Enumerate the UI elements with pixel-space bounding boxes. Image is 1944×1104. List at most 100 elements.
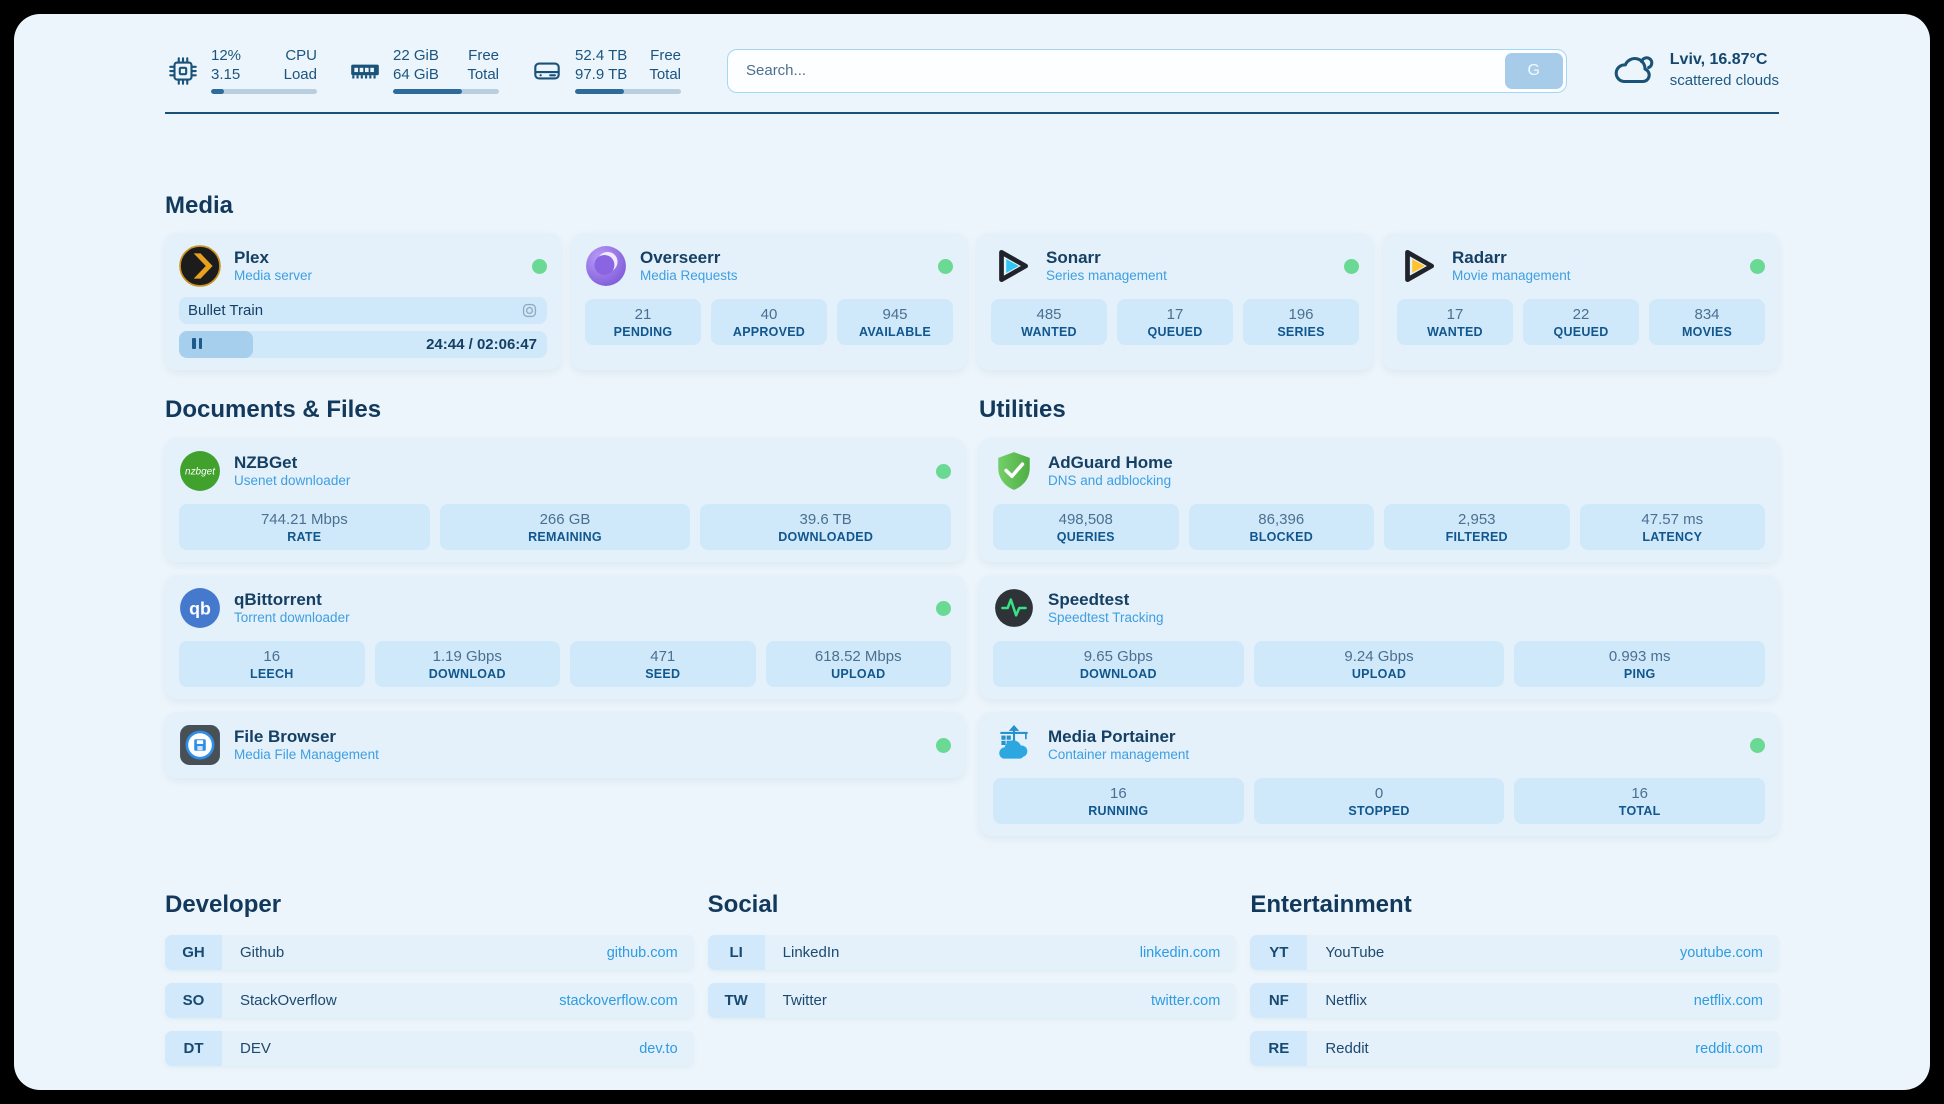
status-dot xyxy=(936,463,951,479)
link-youtube[interactable]: YT YouTube youtube.com xyxy=(1250,935,1779,970)
app-card-plex[interactable]: Plex Media server Bullet Train 24:44 / 0… xyxy=(165,233,561,370)
link-badge: LI xyxy=(707,935,765,970)
link-netflix[interactable]: NF Netflix netflix.com xyxy=(1250,983,1779,1018)
pause-icon xyxy=(192,336,205,354)
link-name: Github xyxy=(240,944,285,961)
now-playing-row: Bullet Train xyxy=(179,297,547,324)
stat-queries: 498,508 QUERIES xyxy=(993,504,1179,550)
disk-total-value: 97.9 TB xyxy=(575,65,628,83)
playback-elapsed-chip xyxy=(179,331,253,358)
cpu-widget: 12% 3.15 CPU Load xyxy=(165,47,317,95)
stat-leech: 16 LEECH xyxy=(179,641,365,687)
app-card-portainer[interactable]: Media Portainer Container management 16 … xyxy=(979,712,1779,836)
link-badge: DT xyxy=(165,1031,222,1066)
stat-upload: 618.52 Mbps UPLOAD xyxy=(765,641,951,687)
link-badge: RE xyxy=(1250,1031,1308,1066)
app-name: Media Portainer xyxy=(1048,726,1176,746)
section-title-entertainment: Entertainment xyxy=(1250,891,1412,918)
link-github[interactable]: GH Github github.com xyxy=(165,935,694,970)
ram-progressbar xyxy=(393,89,499,95)
app-subtitle: Media Requests xyxy=(640,268,738,284)
app-subtitle: DNS and adblocking xyxy=(1048,473,1172,489)
overseerr-icon xyxy=(585,245,627,287)
stat-running: 16 RUNNING xyxy=(993,778,1244,824)
status-dot xyxy=(936,600,951,616)
status-dot xyxy=(1750,258,1765,274)
disk-widget: 52.4 TB 97.9 TB Free Total xyxy=(529,47,681,95)
cpu-progress-fill xyxy=(211,89,224,95)
app-card-radarr[interactable]: Radarr Movie management 17 WANTED 22 QUE… xyxy=(1383,233,1779,370)
header-divider xyxy=(165,112,1779,114)
stat-download: 9.65 Gbps DOWNLOAD xyxy=(993,641,1244,687)
ram-free-label: Free xyxy=(468,46,499,64)
app-card-nzbget[interactable]: nzbget NZBGet Usenet downloader 744.21 M… xyxy=(165,438,965,562)
developer-links-column: Developer GH Github github.com SO StackO… xyxy=(165,891,694,1066)
app-card-speedtest[interactable]: Speedtest Speedtest Tracking 9.65 Gbps D… xyxy=(979,575,1779,699)
search-input[interactable] xyxy=(727,48,1567,93)
status-dot xyxy=(938,258,953,274)
stat-wanted: 17 WANTED xyxy=(1397,299,1513,345)
app-subtitle: Movie management xyxy=(1452,268,1571,284)
link-name: DEV xyxy=(240,1040,271,1057)
app-card-filebrowser[interactable]: File Browser Media File Management xyxy=(165,712,965,778)
section-title-developer: Developer xyxy=(165,891,282,918)
link-badge: TW xyxy=(707,983,765,1018)
stat-approved: 40 APPROVED xyxy=(711,299,827,345)
stat-latency: 47.57 ms LATENCY xyxy=(1579,504,1765,550)
ram-total-label: Total xyxy=(467,65,499,83)
app-card-qbittorrent[interactable]: qb qBittorrent Torrent downloader 16 LEE… xyxy=(165,575,965,699)
app-name: Overseerr xyxy=(640,247,721,267)
utilities-column: Utilities AdGuard Home DNS and adblock xyxy=(979,396,1779,836)
qbittorrent-icon: qb xyxy=(179,587,221,629)
search-bar: G xyxy=(727,48,1567,93)
disk-icon xyxy=(529,53,565,89)
status-dot xyxy=(1750,737,1765,753)
speedtest-icon xyxy=(993,587,1035,629)
status-dot xyxy=(936,737,951,753)
link-linkedin[interactable]: LI LinkedIn linkedin.com xyxy=(707,935,1237,970)
link-url: dev.to xyxy=(639,1040,678,1057)
section-title-utilities: Utilities xyxy=(979,396,1066,423)
cpu-usage-value: 12% xyxy=(211,46,242,64)
weather-widget[interactable]: Lviv, 16.87°C scattered clouds xyxy=(1611,50,1779,90)
link-badge: GH xyxy=(165,935,222,970)
link-reddit[interactable]: RE Reddit reddit.com xyxy=(1250,1031,1779,1066)
stat-queued: 22 QUEUED xyxy=(1523,299,1639,345)
link-badge: SO xyxy=(165,983,222,1018)
entertainment-links-column: Entertainment YT YouTube youtube.com NF … xyxy=(1250,891,1779,1066)
disk-total-label: Total xyxy=(649,65,681,83)
playback-progressbar: 24:44 / 02:06:47 xyxy=(179,331,547,358)
link-name: Reddit xyxy=(1325,1040,1369,1057)
app-name: Speedtest xyxy=(1048,589,1130,609)
app-subtitle: Usenet downloader xyxy=(234,473,351,489)
app-card-adguard[interactable]: AdGuard Home DNS and adblocking 498,508 … xyxy=(979,438,1779,562)
link-dev[interactable]: DT DEV dev.to xyxy=(165,1031,694,1066)
link-stackoverflow[interactable]: SO StackOverflow stackoverflow.com xyxy=(165,983,694,1018)
disk-free-value: 52.4 TB xyxy=(575,46,628,64)
app-name: AdGuard Home xyxy=(1048,452,1173,472)
adguard-icon xyxy=(993,450,1035,492)
stat-series: 196 SERIES xyxy=(1243,299,1359,345)
ram-icon xyxy=(347,53,383,89)
app-name: Sonarr xyxy=(1046,247,1101,267)
stat-filtered: 2,953 FILTERED xyxy=(1384,504,1570,550)
stat-available: 945 AVAILABLE xyxy=(837,299,953,345)
app-subtitle: Media server xyxy=(234,268,313,284)
weather-condition: scattered clouds xyxy=(1669,72,1779,90)
app-card-overseerr[interactable]: Overseerr Media Requests 21 PENDING 40 A… xyxy=(571,233,967,370)
app-card-sonarr[interactable]: Sonarr Series management 485 WANTED 17 Q… xyxy=(977,233,1373,370)
filebrowser-icon xyxy=(179,724,221,766)
link-twitter[interactable]: TW Twitter twitter.com xyxy=(707,983,1237,1018)
svg-text:nzbget: nzbget xyxy=(185,467,216,478)
top-bar: 12% 3.15 CPU Load xyxy=(165,14,1779,100)
disk-progress-fill xyxy=(575,89,624,95)
stat-total: 16 TOTAL xyxy=(1514,778,1766,824)
section-title-documents: Documents & Files xyxy=(165,396,382,423)
search-engine-button[interactable]: G xyxy=(1504,52,1563,89)
app-subtitle: Torrent downloader xyxy=(234,610,350,626)
section-title-social: Social xyxy=(707,891,779,918)
app-name: qBittorrent xyxy=(234,589,322,609)
now-playing-session-icon[interactable] xyxy=(521,302,538,319)
link-url: netflix.com xyxy=(1693,992,1763,1009)
media-card-grid: Plex Media server Bullet Train 24:44 / 0… xyxy=(165,233,1779,370)
